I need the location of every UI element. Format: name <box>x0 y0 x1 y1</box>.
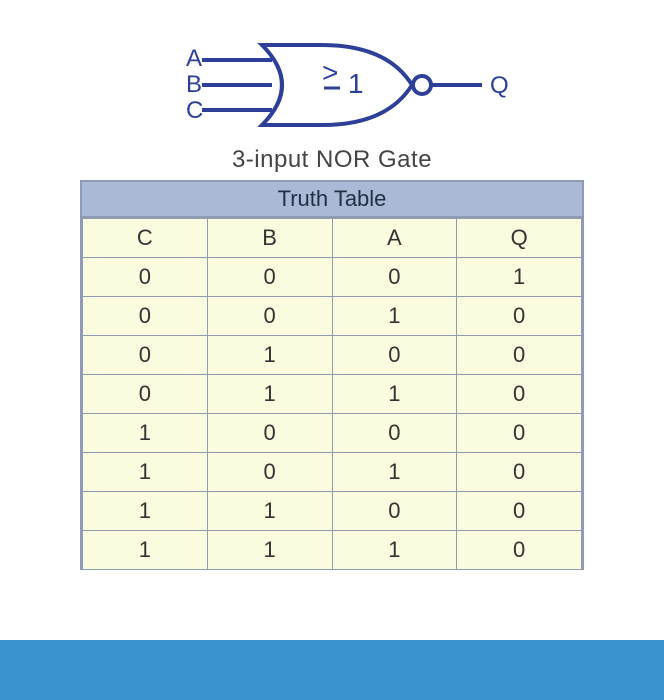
gate-input-a-label: A <box>186 45 202 72</box>
table-cell: 0 <box>332 414 457 453</box>
truth-table-body: 00010010010001101000101011001110 <box>83 258 582 570</box>
table-cell: 0 <box>332 258 457 297</box>
table-cell: 1 <box>83 414 208 453</box>
table-cell: 0 <box>207 414 332 453</box>
table-cell: 0 <box>207 453 332 492</box>
table-cell: 0 <box>83 375 208 414</box>
truth-table-container: Truth Table C B A Q 00010010010001101000… <box>80 180 584 570</box>
table-cell: 1 <box>457 258 582 297</box>
gate-caption: 3-input NOR Gate <box>0 146 664 174</box>
table-header-row: C B A Q <box>83 219 582 258</box>
page: A B C Q > 1 3-input NOR Gate Truth Table… <box>0 30 664 700</box>
table-cell: 0 <box>457 336 582 375</box>
table-row: 0100 <box>83 336 582 375</box>
gate-output-label: Q <box>490 72 509 99</box>
table-row: 1100 <box>83 492 582 531</box>
table-row: 1010 <box>83 453 582 492</box>
table-cell: 1 <box>83 453 208 492</box>
nor-gate-icon: A B C Q > 1 <box>152 30 512 140</box>
col-header: Q <box>457 219 582 258</box>
table-cell: 1 <box>207 336 332 375</box>
table-cell: 0 <box>457 453 582 492</box>
table-cell: 0 <box>83 297 208 336</box>
truth-table-title: Truth Table <box>82 180 582 218</box>
col-header: B <box>207 219 332 258</box>
table-cell: 0 <box>207 258 332 297</box>
table-cell: 0 <box>457 414 582 453</box>
table-cell: 0 <box>332 492 457 531</box>
gate-input-b-label: B <box>186 71 202 98</box>
table-cell: 0 <box>457 375 582 414</box>
table-cell: 1 <box>332 531 457 570</box>
gate-diagram: A B C Q > 1 3-input NOR Gate <box>0 30 664 170</box>
table-cell: 1 <box>207 492 332 531</box>
table-cell: 0 <box>457 531 582 570</box>
table-row: 0001 <box>83 258 582 297</box>
table-cell: 1 <box>332 375 457 414</box>
table-cell: 1 <box>207 531 332 570</box>
table-cell: 0 <box>83 258 208 297</box>
col-header: A <box>332 219 457 258</box>
gate-symbol-ge: > <box>322 57 338 88</box>
table-row: 1000 <box>83 414 582 453</box>
table-cell: 0 <box>83 336 208 375</box>
table-cell: 0 <box>457 297 582 336</box>
truth-table: C B A Q 00010010010001101000101011001110 <box>82 218 582 570</box>
col-header: C <box>83 219 208 258</box>
table-cell: 1 <box>207 375 332 414</box>
gate-input-c-label: C <box>186 97 203 124</box>
table-cell: 0 <box>207 297 332 336</box>
table-row: 0010 <box>83 297 582 336</box>
gate-symbol-one: 1 <box>348 68 364 99</box>
table-cell: 1 <box>83 492 208 531</box>
table-cell: 0 <box>332 336 457 375</box>
bottom-bar <box>0 640 664 700</box>
table-row: 1110 <box>83 531 582 570</box>
table-cell: 0 <box>457 492 582 531</box>
table-cell: 1 <box>83 531 208 570</box>
table-cell: 1 <box>332 297 457 336</box>
table-cell: 1 <box>332 453 457 492</box>
table-row: 0110 <box>83 375 582 414</box>
